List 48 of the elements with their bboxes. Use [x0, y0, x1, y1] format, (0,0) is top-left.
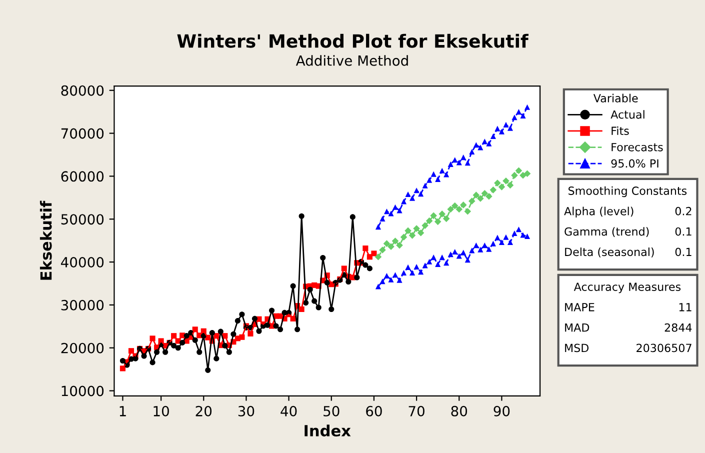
y-tick-label: 80000	[61, 85, 104, 96]
y-tick-label: 50000	[61, 214, 104, 225]
x-tick-label: 50	[324, 406, 340, 416]
point	[524, 233, 530, 240]
point	[388, 210, 394, 216]
x-tick-label: 20	[196, 406, 212, 416]
point	[478, 246, 484, 252]
text: Delta (seasonal)	[565, 248, 654, 258]
y-axis-title: Eksekutif	[40, 200, 52, 280]
text: MSD	[565, 344, 589, 352]
x-tick-label: 40	[280, 406, 297, 416]
text: Smoothing Constants	[568, 186, 687, 198]
legend-label: 95.0% PI	[611, 159, 658, 168]
x-tick-label: 10	[154, 406, 169, 416]
text: 11	[679, 303, 692, 312]
legend-label: Forecasts	[612, 143, 663, 152]
x-axis-title: Index	[304, 424, 351, 436]
legend-title: Variable	[593, 94, 638, 102]
x-tick-label: 60	[366, 406, 382, 416]
legend-label: Actual	[610, 110, 644, 119]
y-tick-label: 10000	[62, 386, 104, 396]
x-tick-label: 30	[238, 406, 254, 416]
chart-title: Winters' Method Plot for Eksekutif	[177, 34, 529, 48]
point	[396, 208, 402, 214]
y-tick-label: 60000	[61, 171, 104, 182]
y-tick-label: 30000	[61, 300, 104, 310]
text: Gamma (trend)	[564, 227, 649, 238]
text: 2844	[664, 323, 692, 332]
text: Alpha (level)	[564, 206, 634, 218]
text: 0.1	[675, 248, 692, 256]
point	[375, 284, 381, 290]
x-tick-label: 90	[494, 406, 510, 416]
legend-label: Fits	[612, 126, 629, 136]
text: Accuracy Measures	[574, 282, 681, 294]
text: MAPE	[565, 303, 594, 312]
x-tick-label: 70	[408, 406, 424, 416]
text: MAD	[565, 323, 590, 332]
text: 0.1	[675, 227, 692, 236]
text: 20306507	[636, 344, 692, 352]
point	[524, 170, 531, 178]
chart-subtitle: Additive Method	[296, 55, 408, 66]
text: 0.2	[675, 206, 692, 216]
x-tick-label: 1	[120, 406, 126, 416]
point	[456, 253, 462, 259]
y-tick-label: 40000	[60, 256, 104, 268]
x-tick-label: 80	[451, 406, 468, 416]
y-tick-label: 70000	[61, 128, 104, 139]
y-tick-label: 20000	[61, 342, 104, 354]
